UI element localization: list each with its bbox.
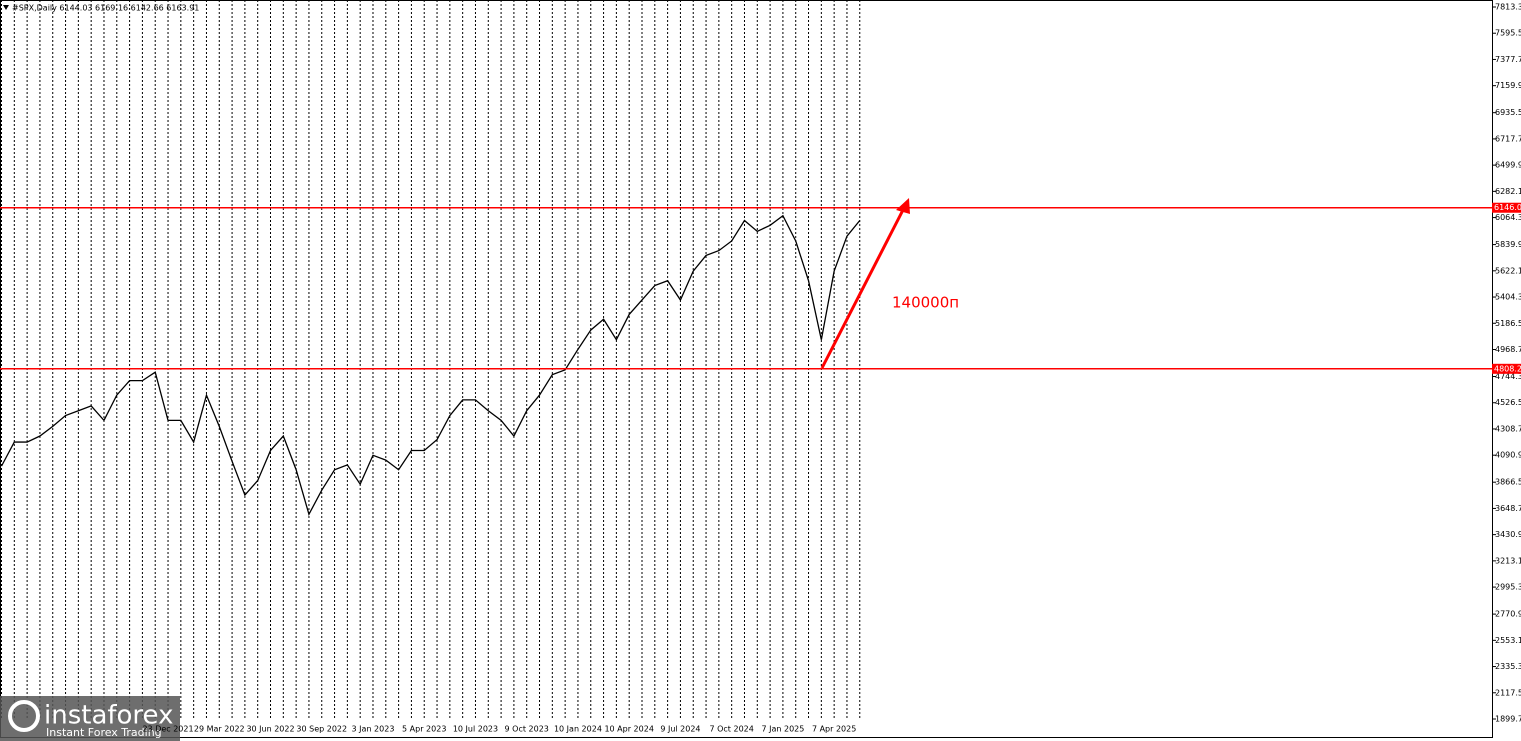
y-tick-label: 3648.70 (1495, 504, 1521, 513)
y-tick-label: 2117.50 (1495, 688, 1521, 697)
x-tick-label: 10 Jul 2023 (453, 725, 498, 734)
y-tick-label: 4968.70 (1495, 345, 1521, 354)
y-tick-label: 2553.10 (1495, 636, 1521, 645)
x-tick-label: 9 Jul 2024 (660, 725, 700, 734)
x-tick-label: 10 Apr 2024 (604, 725, 653, 734)
y-tick-label: 5622.10 (1495, 266, 1521, 275)
x-tick-label: 7 Apr 2025 (812, 725, 856, 734)
price-line (0, 214, 861, 517)
x-tick-label: 10 Jan 2024 (554, 725, 602, 734)
level-label-bg (1492, 202, 1521, 213)
y-tick-label: 4090.90 (1495, 451, 1521, 460)
arrow-shaft (820, 207, 906, 369)
y-tick-label: 4744.30 (1495, 372, 1521, 381)
menu-icon (3, 5, 9, 10)
level-label-bg (1492, 363, 1521, 374)
level-label: 4808.26 (1494, 364, 1521, 373)
y-tick-label: 5186.50 (1495, 319, 1521, 328)
y-tick-label: 2770.90 (1495, 610, 1521, 619)
watermark-logo (8, 700, 40, 732)
x-tick-label: 30 Jun 2022 (246, 725, 294, 734)
x-tick-label: 23 Dec 2021 (142, 725, 193, 734)
y-tick-label: 7595.50 (1495, 29, 1521, 38)
y-tick-label: 5404.30 (1495, 293, 1521, 302)
watermark-brand: instaforex (44, 701, 173, 731)
y-tick-label: 6935.50 (1495, 108, 1521, 117)
y-tick-label: 2335.30 (1495, 662, 1521, 671)
y-tick-label: 3866.50 (1495, 478, 1521, 487)
annotation: 140000п (892, 294, 959, 312)
x-tick-label: 5 Apr 2023 (402, 725, 446, 734)
y-tick-label: 7813.30 (1495, 3, 1521, 12)
y-tick-label: 4308.70 (1495, 424, 1521, 433)
level-label: 6146.09 (1494, 203, 1521, 212)
y-tick-label: 6282.10 (1495, 187, 1521, 196)
chart-title: #SPX,Daily 6144.03 6169.16 6142.66 6163.… (12, 4, 199, 13)
watermark-tagline: Instant Forex Trading (46, 726, 162, 739)
y-tick-label: 1899.70 (1495, 715, 1521, 724)
x-tick-label: 9 Oct 2023 (505, 725, 549, 734)
y-tick-label: 6499.90 (1495, 161, 1521, 170)
x-tick-label: 7 Oct 2024 (709, 725, 753, 734)
y-tick-label: 4526.50 (1495, 398, 1521, 407)
x-tick-label: 29 Mar 2022 (194, 725, 245, 734)
y-tick-label: 5839.90 (1495, 240, 1521, 249)
y-tick-label: 7377.70 (1495, 55, 1521, 64)
y-tick-label: 6064.30 (1495, 213, 1521, 222)
y-tick-label: 2995.30 (1495, 583, 1521, 592)
x-tick-label: 30 Sep 2022 (296, 725, 347, 734)
y-tick-label: 6717.70 (1495, 134, 1521, 143)
y-tick-label: 3430.90 (1495, 530, 1521, 539)
x-tick-label: 7 Jan 2025 (761, 725, 804, 734)
y-tick-label: 3213.10 (1495, 556, 1521, 565)
watermark: instaforex Instant Forex Trading (0, 696, 180, 741)
y-tick-label: 7159.90 (1495, 81, 1521, 90)
arrow-head (896, 198, 910, 214)
x-tick-label: 3 Jan 2023 (352, 725, 395, 734)
